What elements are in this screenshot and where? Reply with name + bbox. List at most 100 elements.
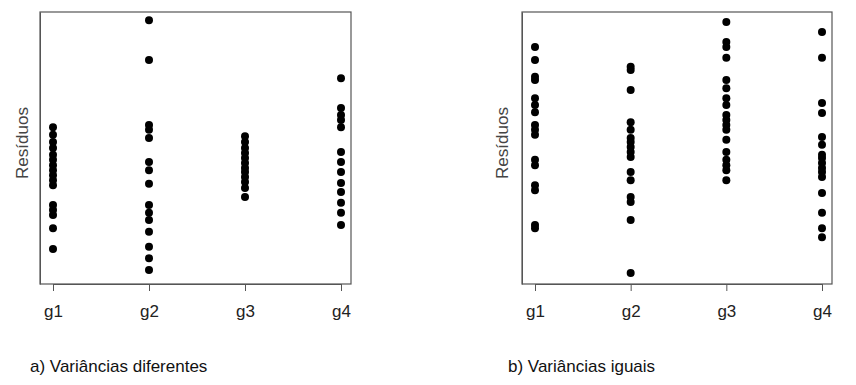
point	[145, 180, 153, 188]
x-tick: g2	[140, 284, 159, 321]
x-tick-label: g4	[332, 302, 351, 321]
point	[722, 43, 730, 51]
figure: g1 g2 g3 g4 Resíduos a) Variâncias diferentes…	[0, 0, 856, 385]
x-tick-label: g1	[44, 302, 63, 321]
point	[531, 224, 539, 232]
x-tick-line	[53, 284, 54, 291]
point	[627, 168, 635, 176]
points	[49, 16, 345, 274]
x-tick-label: g3	[717, 302, 736, 321]
x-tick-line	[149, 284, 150, 291]
point	[627, 126, 635, 134]
point	[818, 224, 826, 232]
points	[531, 18, 826, 277]
point	[145, 254, 153, 262]
point	[145, 126, 153, 134]
point	[337, 168, 345, 176]
point	[531, 186, 539, 194]
point	[818, 99, 826, 107]
point	[722, 166, 730, 174]
x-tick-line	[822, 284, 823, 291]
x-tick-line	[631, 284, 632, 291]
x-tick-label: g2	[622, 302, 641, 321]
x-tick: g1	[44, 284, 63, 321]
point	[722, 84, 730, 92]
x-tick: g1	[526, 284, 545, 321]
point	[818, 233, 826, 241]
point	[145, 266, 153, 274]
point	[337, 123, 345, 131]
point	[145, 216, 153, 224]
x-tick-label: g4	[813, 302, 832, 321]
caption: b) Variâncias iguais	[508, 357, 655, 376]
point	[337, 74, 345, 82]
point	[531, 76, 539, 84]
y-axis-line	[40, 13, 41, 285]
x-axis-line	[54, 285, 342, 292]
point	[241, 184, 249, 192]
panel: g1 g2 g3 g4	[522, 12, 832, 321]
x-axis-line	[536, 285, 823, 292]
point	[145, 134, 153, 142]
y-label: Resíduos	[493, 107, 512, 179]
point	[337, 188, 345, 196]
point	[49, 211, 57, 219]
point	[818, 173, 826, 181]
point	[531, 131, 539, 139]
point	[818, 109, 826, 117]
point	[627, 86, 635, 94]
x-tick-line	[245, 284, 246, 291]
point	[49, 224, 57, 232]
point	[337, 209, 345, 217]
x-tick: g3	[236, 284, 255, 321]
point	[818, 54, 826, 62]
point	[531, 108, 539, 116]
point	[337, 158, 345, 166]
point	[818, 28, 826, 36]
point	[145, 209, 153, 217]
y-axis	[522, 13, 523, 285]
y-axis-line	[522, 13, 523, 285]
point	[145, 56, 153, 64]
point	[241, 193, 249, 201]
x-tick-line	[726, 284, 727, 291]
point	[818, 189, 826, 197]
point	[627, 153, 635, 161]
plot-frame	[40, 12, 351, 284]
x-tick-line	[341, 284, 342, 291]
x-tick: g4	[813, 284, 832, 321]
point	[722, 126, 730, 134]
panel: g1 g2 g3 g4	[40, 12, 351, 321]
point	[627, 269, 635, 277]
point	[337, 179, 345, 187]
point	[49, 131, 57, 139]
x-tick-line	[535, 284, 536, 291]
point	[337, 116, 345, 124]
point	[531, 56, 539, 64]
caption: a) Variâncias diferentes	[30, 357, 207, 376]
point	[145, 16, 153, 24]
point	[722, 76, 730, 84]
point	[145, 243, 153, 251]
point	[145, 158, 153, 166]
x-axis: g1 g2 g3 g4	[526, 284, 832, 321]
point	[627, 176, 635, 184]
x-tick-label: g3	[236, 302, 255, 321]
x-tick: g3	[717, 284, 736, 321]
point	[818, 141, 826, 149]
point	[722, 148, 730, 156]
point	[49, 181, 57, 189]
point	[722, 136, 730, 144]
point	[531, 101, 539, 109]
point	[818, 209, 826, 217]
point	[531, 161, 539, 169]
point	[337, 148, 345, 156]
point	[49, 123, 57, 131]
point	[627, 66, 635, 74]
point	[722, 54, 730, 62]
point	[722, 101, 730, 109]
x-tick: g4	[332, 284, 351, 321]
point	[627, 216, 635, 224]
point	[145, 228, 153, 236]
point	[627, 118, 635, 126]
